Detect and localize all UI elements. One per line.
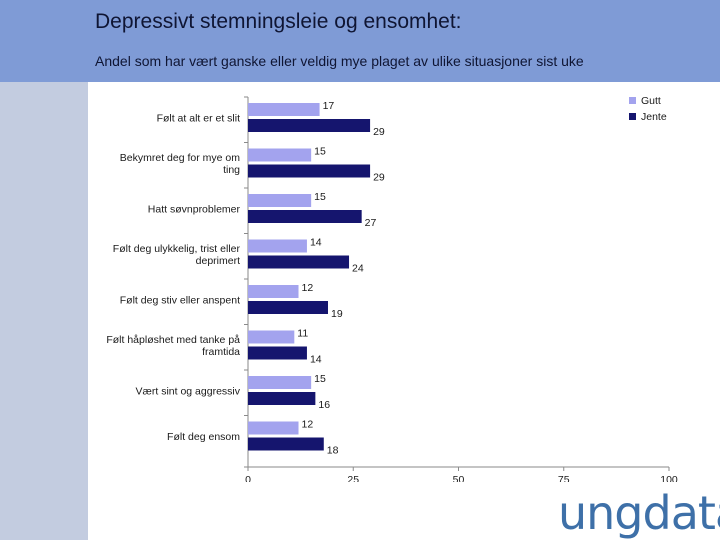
category-label: Vært sint og aggressiv (136, 386, 241, 398)
bar-jente (248, 164, 371, 178)
data-label-jente: 18 (327, 445, 339, 457)
bar-gutt (248, 285, 299, 298)
x-tick-label: 25 (347, 474, 359, 482)
bar-jente (248, 210, 362, 223)
bar-gutt (248, 148, 312, 162)
data-label-gutt: 12 (302, 282, 314, 294)
data-label-gutt: 15 (314, 373, 326, 385)
bar-jente (248, 119, 371, 132)
data-label-jente: 14 (310, 354, 322, 366)
data-label-jente: 29 (373, 126, 385, 138)
ungdata-logo: ungdata (558, 486, 720, 540)
page-subtitle: Andel som har vært ganske eller veldig m… (95, 53, 584, 69)
page-title: Depressivt stemningsleie og ensomhet: (95, 10, 462, 33)
category-label: Bekymret deg for mye om (120, 152, 240, 164)
bar-jente (248, 301, 328, 314)
bar-jente (248, 255, 350, 269)
legend-swatch-jente (629, 113, 636, 120)
bar-gutt (248, 330, 295, 344)
data-label-jente: 24 (352, 263, 364, 275)
bar-gutt (248, 103, 320, 116)
category-label: Følt deg stiv eller anspent (120, 295, 240, 307)
category-label: Følt håpløshet med tanke på (106, 334, 240, 346)
category-label: Følt at alt er et slit (157, 113, 241, 125)
sidebar-panel (0, 82, 88, 540)
category-label: framtida (202, 346, 240, 358)
data-label-gutt: 11 (297, 328, 308, 340)
bar-gutt (248, 194, 312, 207)
bar-jente (248, 392, 316, 405)
bar-jente (248, 346, 307, 360)
header-banner: Depressivt stemningsleie og ensomhet: An… (0, 0, 720, 82)
category-label: Hatt søvnproblemer (148, 204, 241, 216)
x-tick-label: 0 (245, 474, 251, 482)
data-label-gutt: 14 (310, 237, 322, 249)
x-tick-label: 50 (453, 474, 465, 482)
data-label-jente: 19 (331, 308, 343, 320)
category-label: deprimert (196, 255, 240, 267)
legend-label-jente: Jente (641, 111, 667, 123)
bar-gutt (248, 239, 307, 253)
data-label-jente: 29 (373, 172, 385, 184)
bar-gutt (248, 376, 312, 389)
bar-jente (248, 437, 324, 451)
category-label: Følt deg ensom (167, 431, 240, 443)
bar-gutt (248, 421, 299, 435)
category-label: Følt deg ulykkelig, trist eller (113, 243, 241, 255)
data-label-jente: 16 (318, 399, 330, 411)
data-label-gutt: 15 (314, 191, 326, 203)
x-tick-label: 75 (558, 474, 570, 482)
category-label: ting (223, 164, 240, 176)
data-label-gutt: 15 (314, 146, 326, 158)
data-label-jente: 27 (365, 217, 377, 229)
x-tick-label: 100 (660, 474, 678, 482)
legend-label-gutt: Gutt (641, 95, 661, 107)
bar-chart: 0 25 50 75 100 17 29 Følt at alt er et slit 15 29… (106, 95, 678, 482)
data-label-gutt: 17 (323, 100, 335, 112)
data-label-gutt: 12 (302, 419, 314, 431)
legend-swatch-gutt (629, 97, 636, 104)
